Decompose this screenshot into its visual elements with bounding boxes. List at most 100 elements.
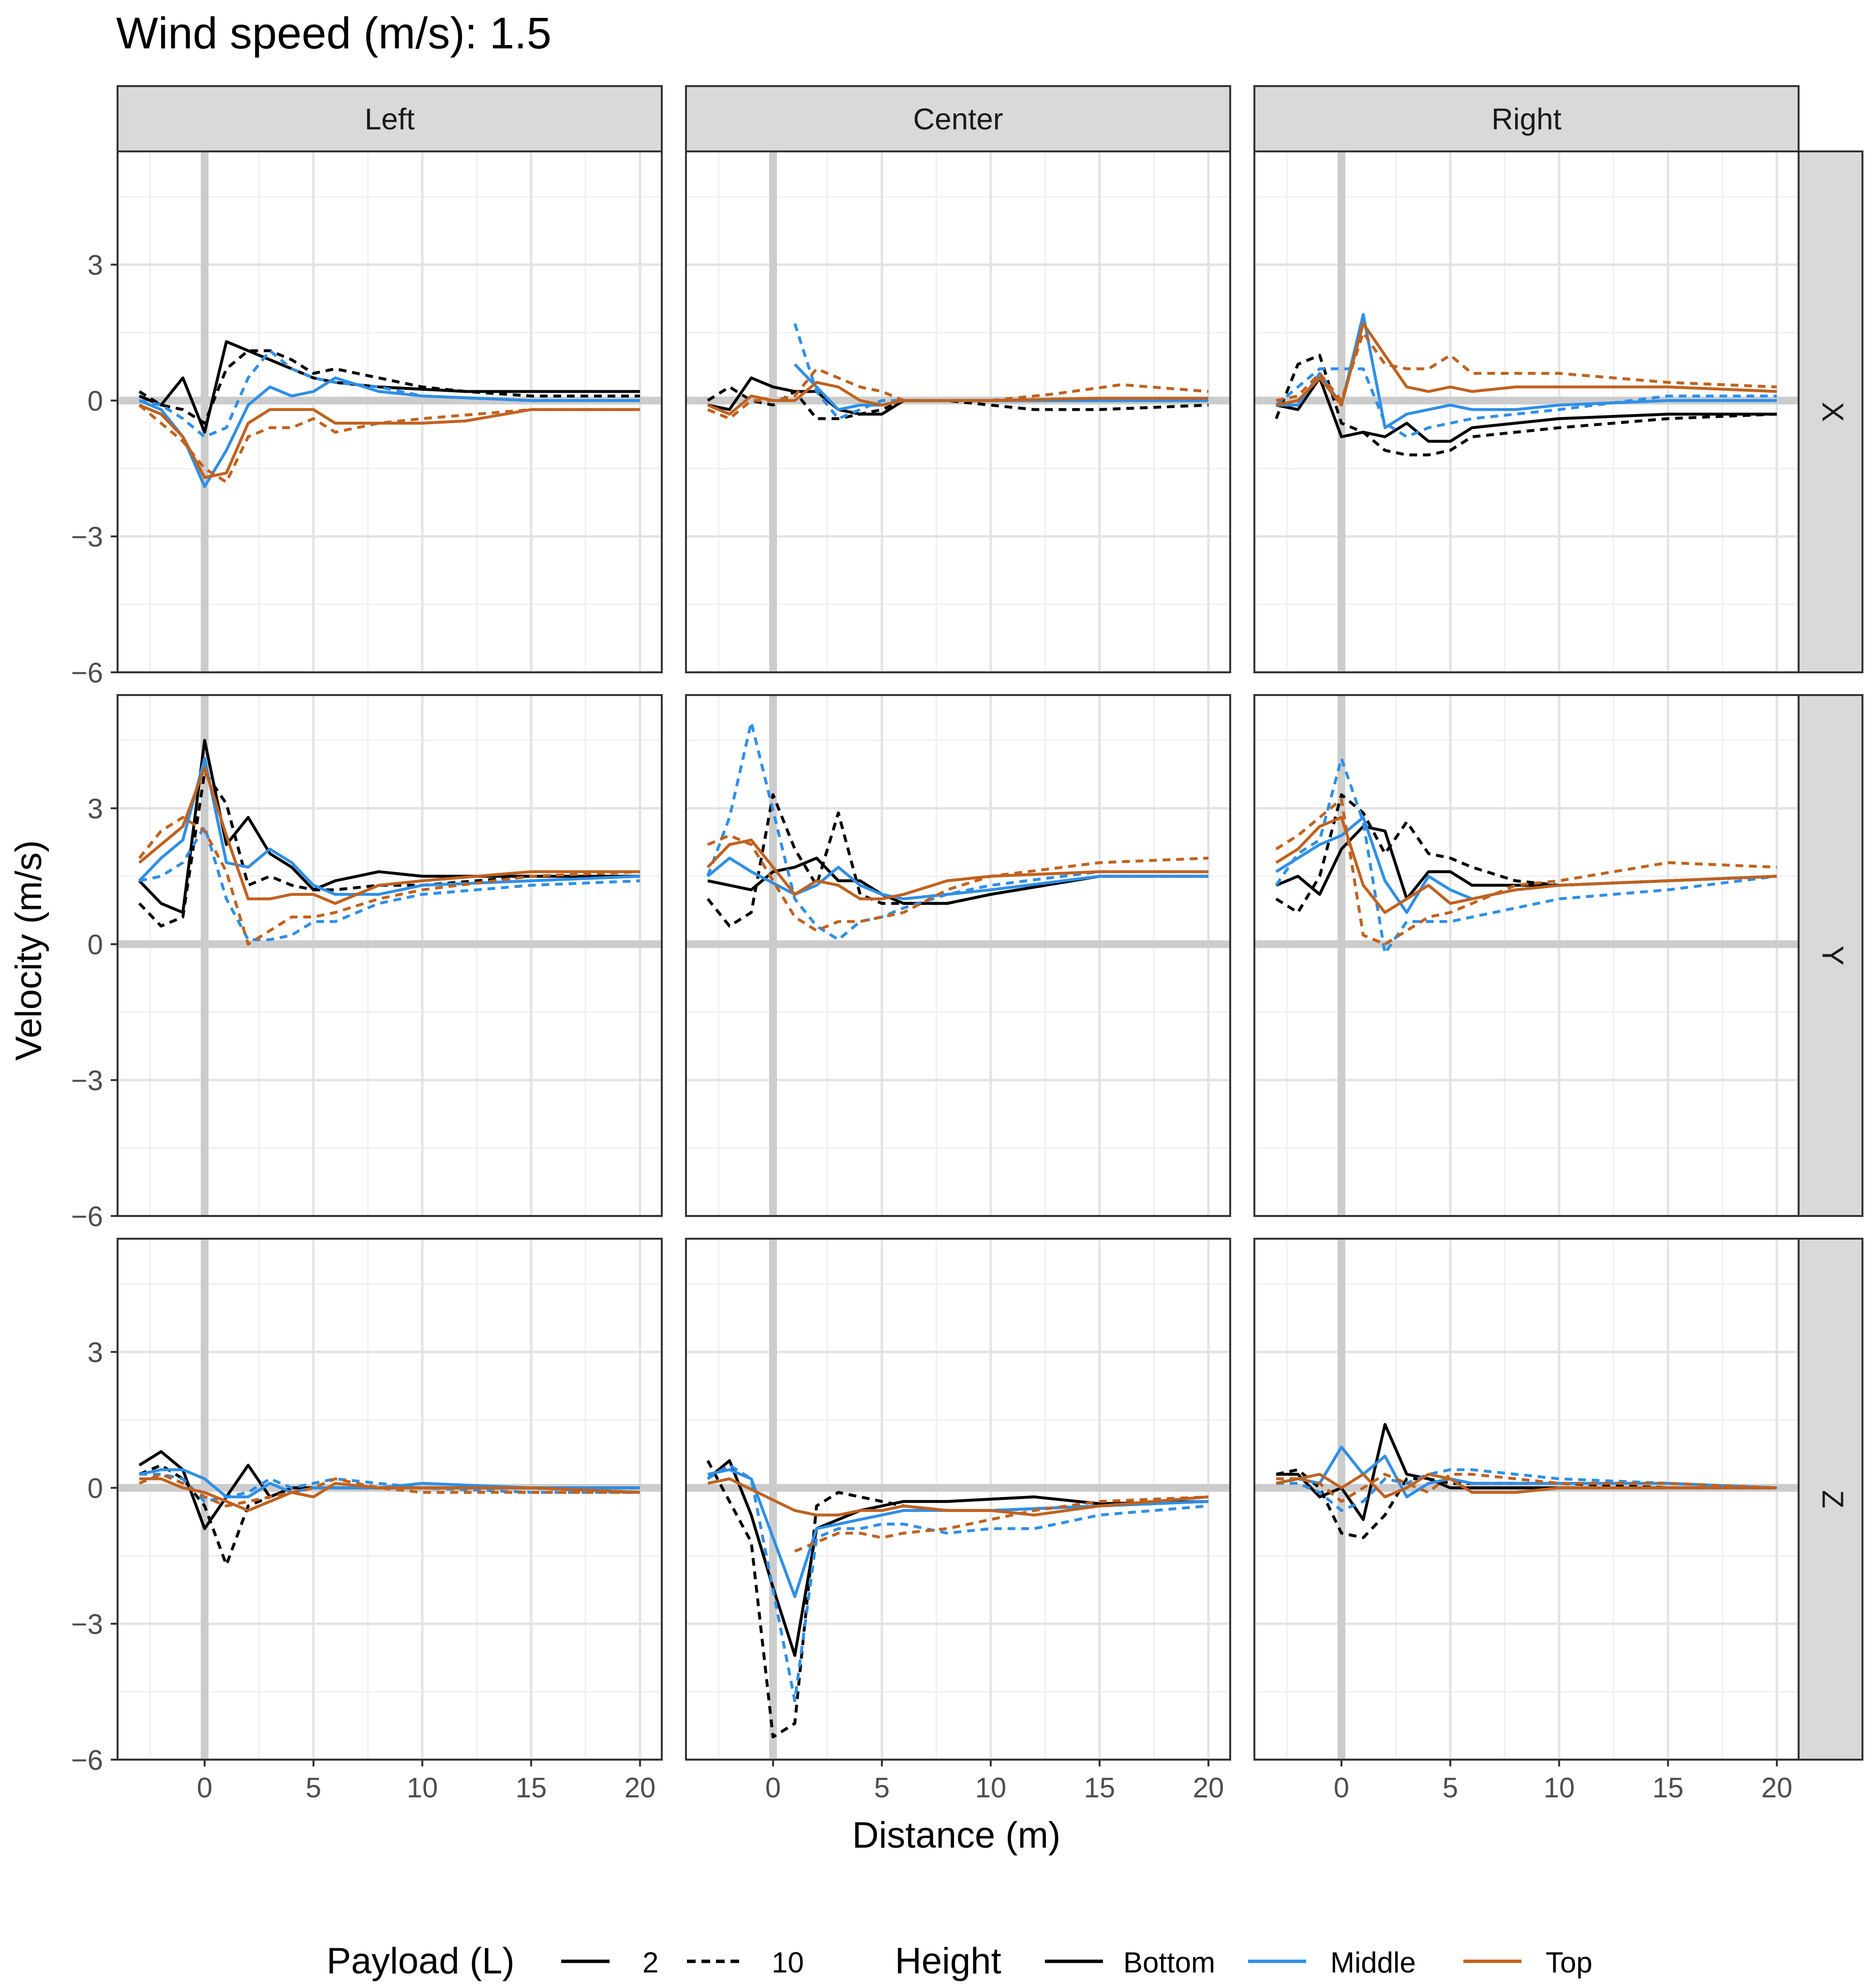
panel-x-right-background (1254, 151, 1799, 672)
x-tick-label: 15 (1653, 1772, 1684, 1804)
y-axis-label: Velocity (m/s) (8, 840, 49, 1061)
y-tick-label: 0 (88, 385, 103, 417)
series-line-top-payload-10 (794, 1495, 1209, 1553)
panel-z-center-border (685, 1238, 1231, 1761)
x-tick-label: 15 (1084, 1772, 1116, 1804)
legend-label-middle: Middle (1330, 1946, 1416, 1979)
x-axis-label: Distance (m) (852, 1815, 1061, 1856)
series-line-top-payload-10 (138, 815, 640, 946)
x-tick-label: 20 (625, 1772, 656, 1804)
x-tick-label: 20 (1761, 1772, 1793, 1804)
panel-x-center-background (686, 151, 1230, 672)
series-line-top-payload-2 (138, 766, 640, 905)
series-line-top-payload-2 (707, 1477, 1209, 1517)
series-line-middle-payload-10 (1276, 1468, 1777, 1512)
series-line-bottom-payload-10 (138, 349, 640, 425)
panel-y-right (1253, 694, 1800, 1217)
strip-row-z (1798, 1238, 1863, 1761)
panel-z-left-border (117, 1238, 663, 1761)
series-line-top-payload-10 (1276, 331, 1777, 402)
series-line-top-payload-2 (1276, 1473, 1777, 1498)
series-line-top-payload-10 (138, 404, 640, 484)
panel-z-center-series (706, 1459, 1209, 1739)
panel-y-left-border (117, 694, 663, 1217)
panel-x-center-series (707, 323, 1209, 420)
panel-x-center (685, 150, 1231, 674)
strip-row-y (1798, 694, 1863, 1217)
x-tick-label: 10 (1544, 1772, 1575, 1804)
panel-z-right-border (1253, 1238, 1800, 1761)
legend-payload-title: Payload (L) (327, 1941, 515, 1982)
x-tick-label: 5 (1443, 1772, 1458, 1804)
panel-x-right-series (1275, 313, 1777, 457)
panel-z-right-series (1276, 1423, 1777, 1540)
series-line-top-payload-10 (1275, 798, 1777, 946)
x-tick-label: 5 (874, 1772, 890, 1804)
panel-y-right-series (1275, 757, 1777, 955)
x-tick-label: 5 (306, 1772, 321, 1804)
series-line-middle-payload-10 (139, 349, 640, 438)
panel-x-center-border (685, 150, 1231, 673)
series-line-bottom-payload-10 (706, 793, 1208, 928)
panel-x-left-background (118, 151, 662, 672)
strip-label-z: Z (1816, 1490, 1849, 1509)
panel-y-center (685, 694, 1231, 1217)
legend-height-title: Height (895, 1941, 1001, 1982)
y-tick-label: −3 (71, 1065, 103, 1097)
y-tick-label: −3 (71, 1609, 103, 1640)
series-line-top-payload-10 (707, 367, 1209, 420)
panel-x-right (1253, 150, 1800, 674)
strip-col-right (1253, 85, 1800, 152)
facet-panels: Left Center Right X Y Z −6 −3 0 3 −6 −3 0 3 −6 −3 0 3 0 5 10… (71, 85, 1863, 1804)
series-line-top-payload-10 (138, 1473, 640, 1508)
legend-label-payload-2: 2 (642, 1946, 658, 1979)
strip-label-left: Left (365, 103, 415, 136)
legend: Payload (L) 2 10 Height Bottom Middle To… (327, 1941, 1593, 1982)
strip-label-right: Right (1491, 103, 1562, 136)
y-tick-label: −6 (71, 1201, 103, 1232)
series-line-top-payload-2 (1276, 322, 1777, 407)
panel-x-left-series (138, 340, 640, 488)
strip-label-x: X (1816, 402, 1849, 422)
series-line-bottom-payload-10 (138, 771, 640, 928)
y-tick-label: 3 (88, 1337, 103, 1368)
series-line-middle-payload-2 (139, 1468, 640, 1498)
panel-y-left: −6 −3 0 3 (71, 694, 663, 1232)
series-line-bottom-payload-10 (1275, 793, 1777, 914)
x-tick-label: 20 (1193, 1772, 1224, 1804)
series-line-bottom-payload-10 (707, 385, 1209, 420)
panel-z-left: −6 −3 0 3 0 5 10 15 20 (71, 1238, 663, 1804)
legend-label-bottom: Bottom (1123, 1946, 1215, 1979)
chart-title: Wind speed (m/s): 1.5 (116, 9, 551, 58)
panel-y-center-border (685, 694, 1231, 1217)
series-line-middle-payload-10 (707, 1464, 1209, 1703)
panel-z-left-series (138, 1450, 640, 1567)
x-tick-label: 10 (407, 1772, 438, 1804)
strip-label-y: Y (1816, 946, 1849, 965)
panel-z-right-background (1254, 1239, 1799, 1760)
legend-label-top: Top (1546, 1946, 1593, 1979)
panel-y-center-series (706, 721, 1209, 941)
y-tick-label: 0 (88, 1473, 103, 1504)
x-tick-label: 0 (1334, 1772, 1349, 1804)
series-line-top-payload-2 (1275, 815, 1777, 914)
legend-label-payload-10: 10 (772, 1946, 804, 1979)
panel-x-left: −6 −3 0 3 (71, 150, 663, 689)
x-tick-label: 15 (516, 1772, 547, 1804)
y-tick-label: 0 (88, 929, 103, 961)
y-tick-label: −6 (71, 657, 103, 689)
series-line-middle-payload-10 (139, 825, 640, 941)
series-line-top-payload-2 (139, 1477, 640, 1512)
x-tick-label: 0 (765, 1772, 781, 1804)
series-line-top-payload-10 (1276, 1473, 1777, 1503)
panel-x-right-border (1253, 150, 1800, 673)
panel-y-left-series (138, 739, 640, 946)
y-tick-label: 3 (88, 793, 103, 825)
panel-x-left-border (117, 150, 663, 673)
panel-y-right-border (1253, 694, 1800, 1217)
strip-col-center (685, 85, 1231, 152)
panel-z-center: 0 5 10 15 20 (685, 1238, 1231, 1804)
series-line-middle-payload-10 (1275, 757, 1777, 955)
strip-col-left (117, 85, 663, 152)
